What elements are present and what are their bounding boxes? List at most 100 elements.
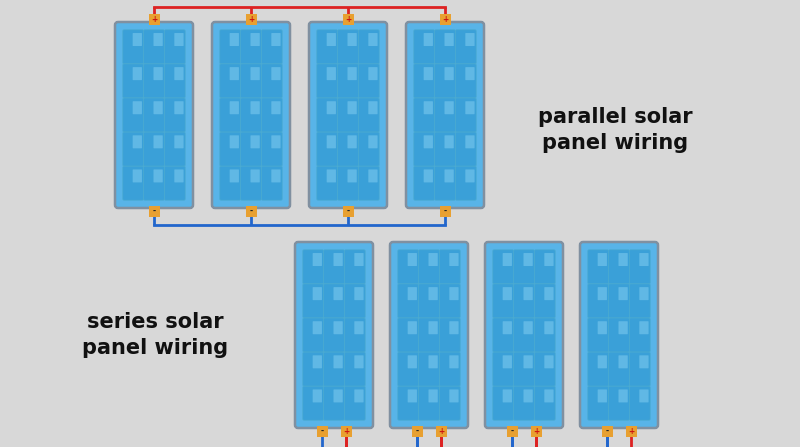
Bar xyxy=(149,206,159,216)
FancyBboxPatch shape xyxy=(466,135,474,148)
FancyBboxPatch shape xyxy=(439,284,460,318)
FancyBboxPatch shape xyxy=(347,101,357,114)
FancyBboxPatch shape xyxy=(493,352,514,386)
FancyBboxPatch shape xyxy=(309,22,387,208)
Text: -: - xyxy=(415,426,418,435)
FancyBboxPatch shape xyxy=(618,321,628,334)
Bar xyxy=(246,13,257,25)
FancyBboxPatch shape xyxy=(523,287,533,300)
FancyBboxPatch shape xyxy=(144,64,164,98)
FancyBboxPatch shape xyxy=(174,169,183,182)
FancyBboxPatch shape xyxy=(345,352,366,386)
FancyBboxPatch shape xyxy=(144,132,164,166)
FancyBboxPatch shape xyxy=(262,166,282,200)
FancyBboxPatch shape xyxy=(544,355,554,368)
FancyBboxPatch shape xyxy=(429,389,438,402)
FancyBboxPatch shape xyxy=(466,67,474,80)
FancyBboxPatch shape xyxy=(174,101,183,114)
FancyBboxPatch shape xyxy=(523,253,533,266)
FancyBboxPatch shape xyxy=(418,352,439,386)
FancyBboxPatch shape xyxy=(439,250,460,284)
FancyBboxPatch shape xyxy=(493,318,514,352)
FancyBboxPatch shape xyxy=(414,30,434,64)
FancyBboxPatch shape xyxy=(271,169,281,182)
Bar xyxy=(435,426,446,437)
FancyBboxPatch shape xyxy=(165,98,185,132)
FancyBboxPatch shape xyxy=(434,64,455,98)
FancyBboxPatch shape xyxy=(408,389,417,402)
FancyBboxPatch shape xyxy=(262,64,282,98)
FancyBboxPatch shape xyxy=(324,318,344,352)
Text: -: - xyxy=(153,207,155,215)
Text: -: - xyxy=(443,207,446,215)
FancyBboxPatch shape xyxy=(588,250,609,284)
FancyBboxPatch shape xyxy=(523,355,533,368)
FancyBboxPatch shape xyxy=(326,33,336,46)
FancyBboxPatch shape xyxy=(630,250,650,284)
FancyBboxPatch shape xyxy=(133,67,142,80)
FancyBboxPatch shape xyxy=(639,355,649,368)
FancyBboxPatch shape xyxy=(317,166,338,200)
FancyBboxPatch shape xyxy=(154,135,162,148)
FancyBboxPatch shape xyxy=(123,166,143,200)
FancyBboxPatch shape xyxy=(502,355,512,368)
FancyBboxPatch shape xyxy=(544,321,554,334)
FancyBboxPatch shape xyxy=(434,132,455,166)
Bar xyxy=(246,206,257,216)
Text: +: + xyxy=(442,14,448,24)
FancyBboxPatch shape xyxy=(598,389,607,402)
FancyBboxPatch shape xyxy=(618,355,628,368)
FancyBboxPatch shape xyxy=(434,30,455,64)
FancyBboxPatch shape xyxy=(450,287,458,300)
FancyBboxPatch shape xyxy=(639,253,649,266)
Text: +: + xyxy=(343,426,349,435)
FancyBboxPatch shape xyxy=(514,318,534,352)
FancyBboxPatch shape xyxy=(414,64,434,98)
FancyBboxPatch shape xyxy=(358,98,379,132)
FancyBboxPatch shape xyxy=(398,352,418,386)
FancyBboxPatch shape xyxy=(154,101,162,114)
FancyBboxPatch shape xyxy=(250,67,260,80)
Text: series solar
panel wiring: series solar panel wiring xyxy=(82,312,228,358)
FancyBboxPatch shape xyxy=(455,98,476,132)
FancyBboxPatch shape xyxy=(220,98,241,132)
FancyBboxPatch shape xyxy=(588,386,609,420)
FancyBboxPatch shape xyxy=(434,166,455,200)
FancyBboxPatch shape xyxy=(144,98,164,132)
FancyBboxPatch shape xyxy=(390,242,468,428)
FancyBboxPatch shape xyxy=(241,64,262,98)
FancyBboxPatch shape xyxy=(271,135,281,148)
FancyBboxPatch shape xyxy=(445,33,454,46)
FancyBboxPatch shape xyxy=(165,166,185,200)
FancyBboxPatch shape xyxy=(418,284,439,318)
FancyBboxPatch shape xyxy=(618,287,628,300)
Bar xyxy=(341,426,351,437)
FancyBboxPatch shape xyxy=(544,253,554,266)
FancyBboxPatch shape xyxy=(317,30,338,64)
FancyBboxPatch shape xyxy=(230,101,239,114)
FancyBboxPatch shape xyxy=(598,287,607,300)
FancyBboxPatch shape xyxy=(358,166,379,200)
FancyBboxPatch shape xyxy=(326,135,336,148)
FancyBboxPatch shape xyxy=(502,287,512,300)
FancyBboxPatch shape xyxy=(450,389,458,402)
FancyBboxPatch shape xyxy=(324,386,344,420)
FancyBboxPatch shape xyxy=(324,284,344,318)
FancyBboxPatch shape xyxy=(220,166,241,200)
FancyBboxPatch shape xyxy=(144,166,164,200)
Bar xyxy=(626,426,637,437)
FancyBboxPatch shape xyxy=(630,352,650,386)
FancyBboxPatch shape xyxy=(250,101,260,114)
FancyBboxPatch shape xyxy=(618,389,628,402)
FancyBboxPatch shape xyxy=(302,318,323,352)
FancyBboxPatch shape xyxy=(493,250,514,284)
FancyBboxPatch shape xyxy=(455,30,476,64)
FancyBboxPatch shape xyxy=(241,30,262,64)
FancyBboxPatch shape xyxy=(271,67,281,80)
FancyBboxPatch shape xyxy=(241,166,262,200)
FancyBboxPatch shape xyxy=(466,101,474,114)
FancyBboxPatch shape xyxy=(588,318,609,352)
FancyBboxPatch shape xyxy=(398,318,418,352)
Text: -: - xyxy=(606,426,609,435)
FancyBboxPatch shape xyxy=(154,169,162,182)
